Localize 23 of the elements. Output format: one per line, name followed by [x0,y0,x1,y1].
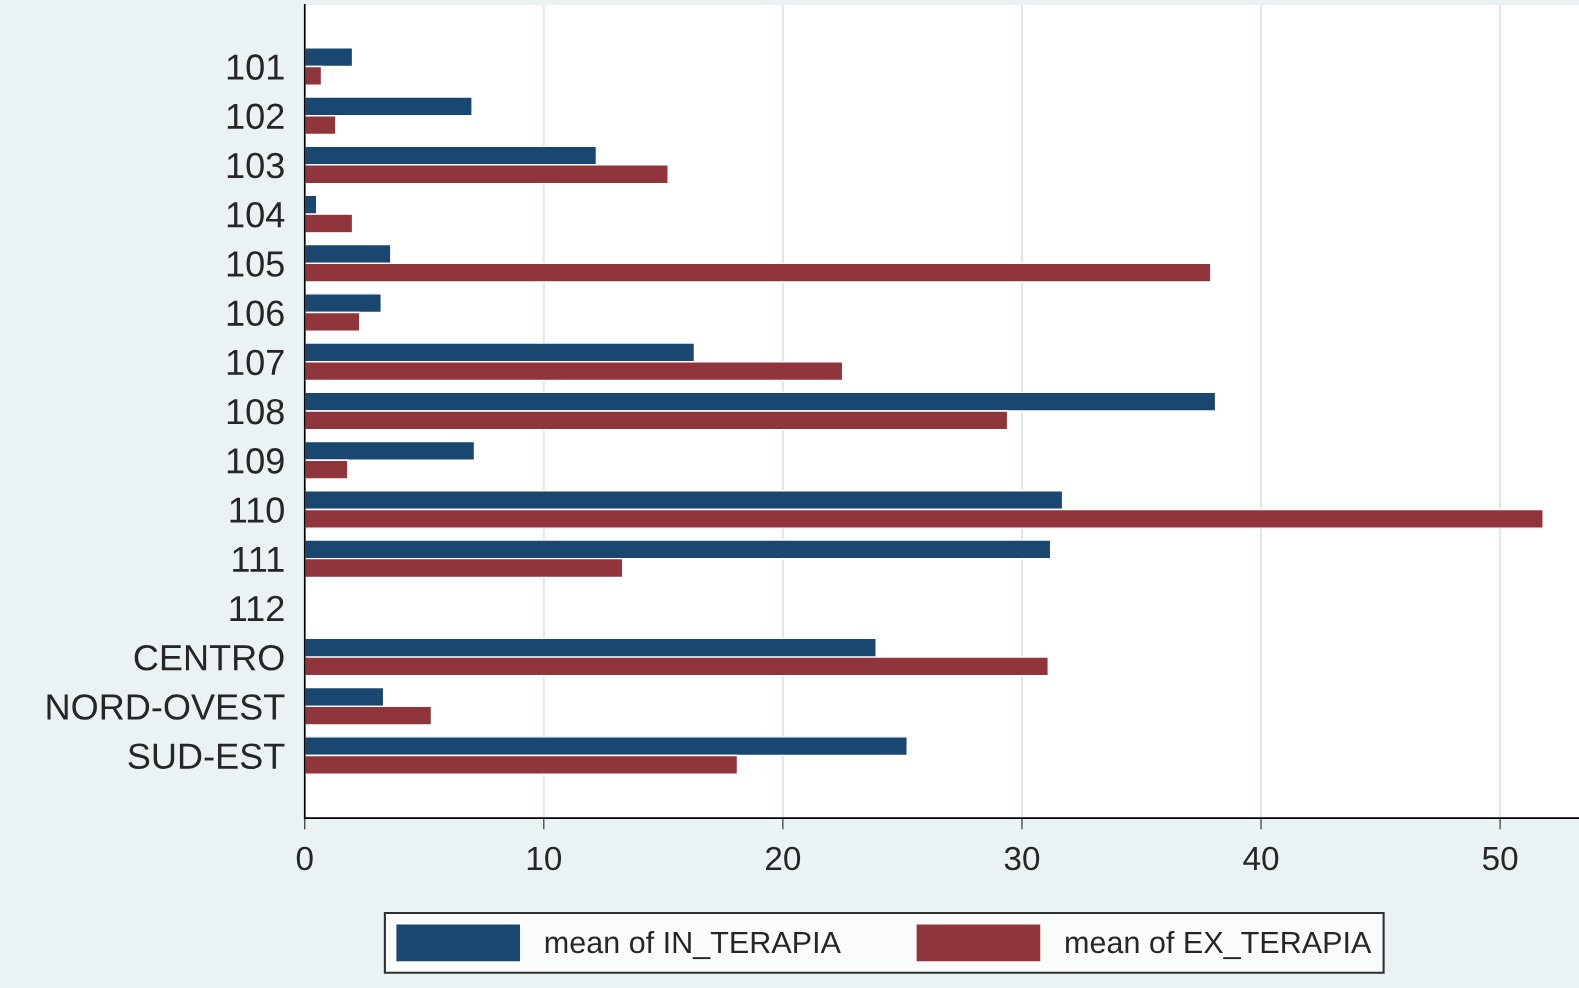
y-tick-label: 102 [227,103,284,130]
y-tick-label: 108 [227,398,284,425]
x-tick-label: 50 [1482,846,1518,871]
legend-label: mean of IN_TERAPIA [545,930,841,960]
x-tick-label: 0 [296,846,313,871]
y-tick-label: SUD-EST [128,743,285,769]
y-tick-label: 104 [227,202,285,228]
y-tick-label: 109 [227,448,284,474]
x-tick-label: 20 [766,846,801,871]
y-tick-label: 107 [227,349,284,376]
y-tick-label: 106 [227,300,284,327]
y-tick-label: 101 [227,54,284,80]
y-tick-label: 111 [233,546,284,572]
y-tick-label: 112 [230,595,284,621]
y-tick-label: 105 [227,251,284,277]
y-tick-label: 103 [227,152,284,179]
legend-label: mean of EX_TERAPIA [1066,930,1372,960]
x-tick-label: 30 [1004,846,1040,871]
y-tick-label: NORD-OVEST [47,694,285,720]
x-tick-label: 10 [527,846,562,871]
x-tick-label: 40 [1243,846,1279,871]
y-tick-label: 110 [230,497,284,523]
y-tick-label: CENTRO [134,644,284,671]
